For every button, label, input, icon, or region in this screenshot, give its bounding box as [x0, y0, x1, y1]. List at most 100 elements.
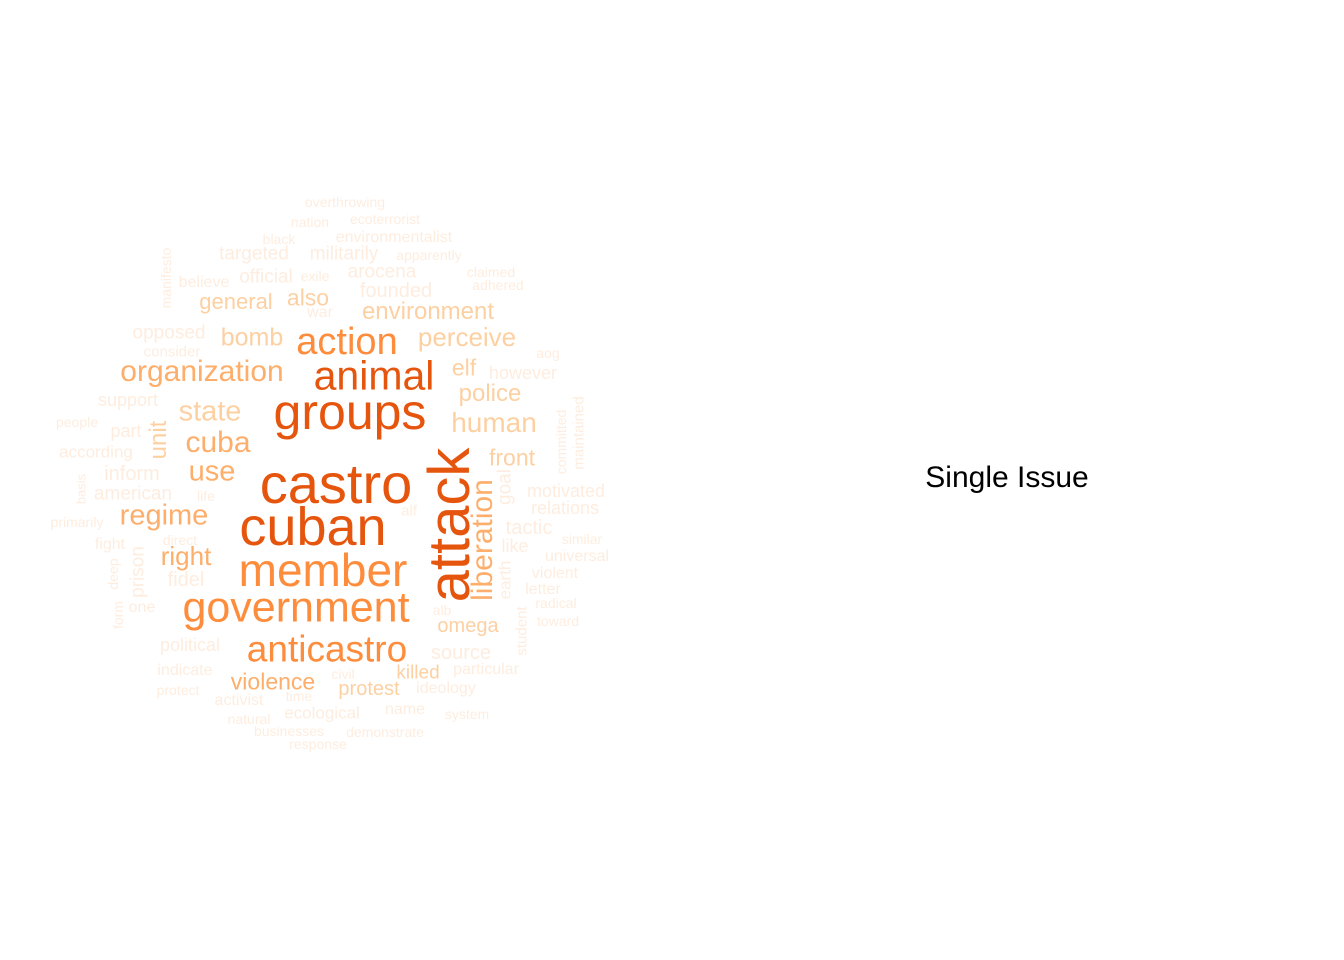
cloud-word-alf: alf [401, 502, 417, 520]
cloud-word-businesses: businesses [253, 723, 325, 739]
cloud-word-alb: alb [432, 602, 452, 618]
cloud-word-however: however [488, 363, 558, 383]
cloud-word-fidel: fidel [167, 569, 205, 591]
cloud-word-animal: animal [313, 352, 435, 399]
cloud-word-killed: killed [396, 662, 440, 684]
cloud-word-claimed: claimed [466, 264, 516, 280]
cloud-word-time: time [285, 688, 313, 704]
cloud-word-tactic: tactic [505, 517, 553, 539]
cloud-word-protest: protest [338, 678, 400, 700]
panel-label: Single Issue [925, 461, 1089, 494]
cloud-word-relations: relations [530, 498, 600, 518]
cloud-word-indicate: indicate [157, 662, 213, 679]
cloud-word-one: one [128, 599, 156, 616]
cloud-word-people: people [55, 414, 99, 430]
cloud-word-political: political [159, 635, 221, 655]
cloud-word-general: general [199, 289, 273, 314]
cloud-word-primarily: primarily [50, 514, 104, 530]
cloud-word-castro: castro [259, 452, 413, 515]
cloud-word-use: use [188, 455, 236, 488]
cloud-word-student: student [513, 606, 531, 656]
cloud-word-name: name [384, 701, 426, 718]
cloud-word-front: front [488, 444, 536, 471]
cloud-word-opposed: opposed [132, 322, 206, 344]
cloud-word-cuban: cuban [239, 497, 387, 557]
cloud-word-environmentalist: environmentalist [335, 229, 453, 246]
cloud-word-unit: unit [145, 420, 172, 460]
cloud-word-bomb: bomb [220, 323, 284, 352]
cloud-word-prison: prison [127, 546, 149, 598]
cloud-word-particular: particular [453, 661, 519, 678]
cloud-word-like: like [501, 536, 529, 556]
cloud-word-source: source [430, 642, 492, 664]
cloud-word-activist: activist [214, 692, 264, 709]
cloud-word-nation: nation [290, 214, 330, 230]
cloud-word-exile: exile [300, 268, 330, 284]
cloud-word-violent: violent [531, 565, 579, 582]
cloud-word-environment: environment [361, 298, 495, 325]
cloud-word-elf: elf [451, 354, 477, 381]
cloud-word-civil: civil [331, 666, 355, 682]
cloud-word-militarily: militarily [309, 243, 379, 265]
cloud-word-overthrowing: overthrowing [304, 194, 386, 210]
cloud-word-human: human [451, 407, 537, 438]
cloud-word-black: black [262, 231, 296, 247]
cloud-word-member: member [238, 544, 408, 596]
cloud-word-natural: natural [227, 711, 271, 727]
cloud-word-protect: protect [156, 682, 200, 698]
cloud-word-groups: groups [273, 384, 427, 440]
cloud-word-apparently: apparently [396, 247, 462, 263]
cloud-word-maintained: maintained [570, 396, 588, 470]
cloud-word-system: system [444, 706, 490, 722]
cloud-word-aog: aog [536, 345, 560, 361]
cloud-word-motivated: motivated [526, 481, 606, 501]
cloud-word-similar: similar [561, 531, 603, 547]
cloud-word-ecoterrorist: ecoterrorist [349, 211, 421, 227]
cloud-word-cuba: cuba [185, 426, 251, 459]
cloud-word-perceive: perceive [417, 322, 517, 352]
cloud-word-american: american [93, 483, 173, 505]
cloud-word-police: police [458, 380, 522, 407]
cloud-word-violence: violence [230, 668, 316, 695]
cloud-word-universal: universal [544, 548, 610, 565]
cloud-word-demonstrate: demonstrate [346, 724, 424, 740]
cloud-word-part: part [110, 421, 142, 441]
cloud-word-toward: toward [536, 613, 580, 629]
cloud-word-manifesto: manifesto [158, 247, 174, 309]
cloud-word-basis: basis [73, 473, 89, 505]
cloud-word-ideology: ideology [416, 680, 476, 697]
cloud-word-founded: founded [359, 280, 433, 302]
cloud-word-earth: earth [495, 560, 515, 600]
cloud-word-targeted: targeted [219, 243, 289, 265]
cloud-word-direct: direct [162, 532, 198, 548]
cloud-word-liberation: liberation [466, 479, 499, 601]
cloud-word-consider: consider [143, 343, 201, 361]
cloud-word-believe: believe [178, 274, 230, 291]
cloud-word-goal: goal [494, 469, 516, 505]
cloud-word-life: life [197, 488, 215, 504]
cloud-word-organization: organization [120, 355, 284, 388]
cloud-word-official: official [239, 266, 293, 288]
cloud-word-inform: inform [104, 463, 160, 485]
cloud-word-war: war [307, 304, 333, 321]
cloud-word-form: form [110, 601, 126, 629]
cloud-word-government: government [182, 583, 410, 632]
cloud-word-arocena: arocena [347, 261, 417, 283]
cloud-word-action: action [296, 321, 398, 363]
cloud-word-ecological: ecological [284, 703, 360, 723]
cloud-word-response: response [289, 736, 347, 752]
cloud-word-letter: letter [525, 581, 561, 598]
cloud-word-adhered: adhered [472, 277, 524, 293]
cloud-word-omega: omega [437, 615, 499, 637]
cloud-word-state: state [178, 395, 242, 428]
cloud-word-fight: fight [94, 536, 126, 553]
cloud-word-also: also [286, 284, 330, 311]
cloud-word-regime: regime [119, 499, 209, 532]
cloud-word-according: according [59, 442, 133, 462]
cloud-word-right: right [160, 541, 212, 571]
cloud-word-anticastro: anticastro [246, 628, 408, 670]
cloud-word-support: support [97, 390, 159, 410]
cloud-word-radical: radical [535, 595, 577, 611]
cloud-word-deep: deep [105, 558, 121, 590]
